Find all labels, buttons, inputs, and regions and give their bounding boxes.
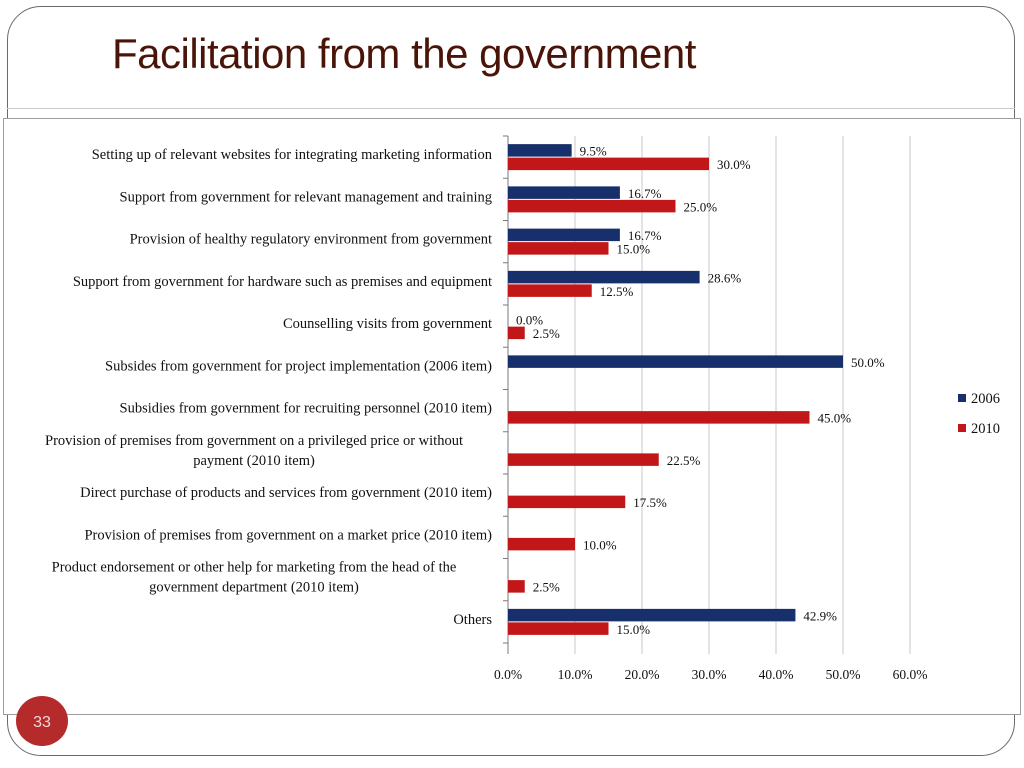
bar-2010	[508, 242, 609, 255]
data-label-2006: 50.0%	[851, 355, 885, 370]
bar-2006	[508, 186, 620, 199]
chart-panel: 0.0% 10.0% 20.0% 30.0% 40.0% 50.0% 60.0% Settin…	[3, 118, 1021, 715]
category-label: Provision of premises from government on…	[84, 527, 492, 543]
category-label: Provision of healthy regulatory environm…	[130, 232, 492, 248]
category-label: Others	[453, 612, 492, 628]
data-label-2006: 16.7%	[628, 228, 662, 243]
category-label: Support from government for relevant man…	[120, 189, 492, 205]
data-label-2010: 15.0%	[617, 622, 651, 637]
category-label: Subsidies from government for recruiting…	[120, 401, 493, 417]
category-label: payment (2010 item)	[193, 453, 315, 469]
bar-2010	[508, 284, 592, 297]
bar-2010	[508, 495, 626, 509]
x-tick-label: 0.0%	[494, 667, 522, 682]
legend-swatch-2006	[958, 394, 966, 402]
bar-2010	[508, 580, 525, 593]
data-label-2010: 17.5%	[633, 495, 667, 510]
category-label: Counselling visits from government	[283, 316, 492, 332]
category-label: Provision of premises from government on…	[45, 433, 463, 449]
bar-2010	[508, 157, 709, 171]
bar-2010	[508, 411, 810, 424]
legend-swatch-2010	[958, 424, 966, 432]
data-label-2010: 10.0%	[583, 537, 617, 552]
bar-2010	[508, 453, 659, 466]
bar-2006	[508, 608, 796, 622]
x-tick-label: 30.0%	[692, 667, 727, 682]
data-label-2006: 42.9%	[803, 608, 837, 623]
data-label-2010: 25.0%	[684, 199, 718, 214]
bar-chart: 0.0% 10.0% 20.0% 30.0% 40.0% 50.0% 60.0% Settin…	[45, 135, 1000, 682]
x-tick-label: 50.0%	[826, 667, 861, 682]
data-label-2006: 16.7%	[628, 186, 662, 201]
data-label-2010: 30.0%	[717, 157, 751, 172]
legend-label: 2006	[971, 391, 1000, 407]
bar-2010	[508, 537, 575, 551]
bar-2006	[508, 144, 572, 157]
category-label: Direct purchase of products and services…	[80, 485, 492, 501]
bar-2010	[508, 622, 609, 635]
data-label-2010: 22.5%	[667, 453, 701, 468]
x-tick-label: 20.0%	[625, 667, 660, 682]
legend-label: 2010	[971, 421, 1000, 437]
category-label: government department (2010 item)	[149, 580, 359, 596]
data-label-2010: 12.5%	[600, 284, 634, 299]
page-number-badge: 33	[16, 696, 68, 746]
data-label-2010: 2.5%	[533, 580, 560, 595]
title-divider	[7, 108, 1015, 109]
data-label-2010: 2.5%	[533, 326, 560, 341]
data-label-2010: 15.0%	[617, 242, 651, 257]
x-tick-label: 10.0%	[558, 667, 593, 682]
data-label-2006: 28.6%	[708, 270, 742, 285]
bar-2006	[508, 355, 843, 368]
x-tick-label: 40.0%	[759, 667, 794, 682]
slide-title: Facilitation from the government	[112, 30, 696, 77]
category-label: Setting up of relevant websites for inte…	[92, 147, 493, 163]
data-label-2006: 0.0%	[516, 313, 543, 328]
bar-2010	[508, 199, 676, 213]
category-label: Product endorsement or other help for ma…	[52, 560, 457, 576]
x-tick-label: 60.0%	[893, 667, 928, 682]
data-label-2010: 45.0%	[818, 411, 852, 426]
bar-2010	[508, 326, 525, 340]
category-label: Subsides from government for project imp…	[105, 358, 492, 374]
category-label: Support from government for hardware suc…	[73, 274, 492, 290]
bar-2006	[508, 228, 620, 242]
data-label-2006: 9.5%	[580, 144, 607, 159]
bar-2006	[508, 270, 700, 284]
